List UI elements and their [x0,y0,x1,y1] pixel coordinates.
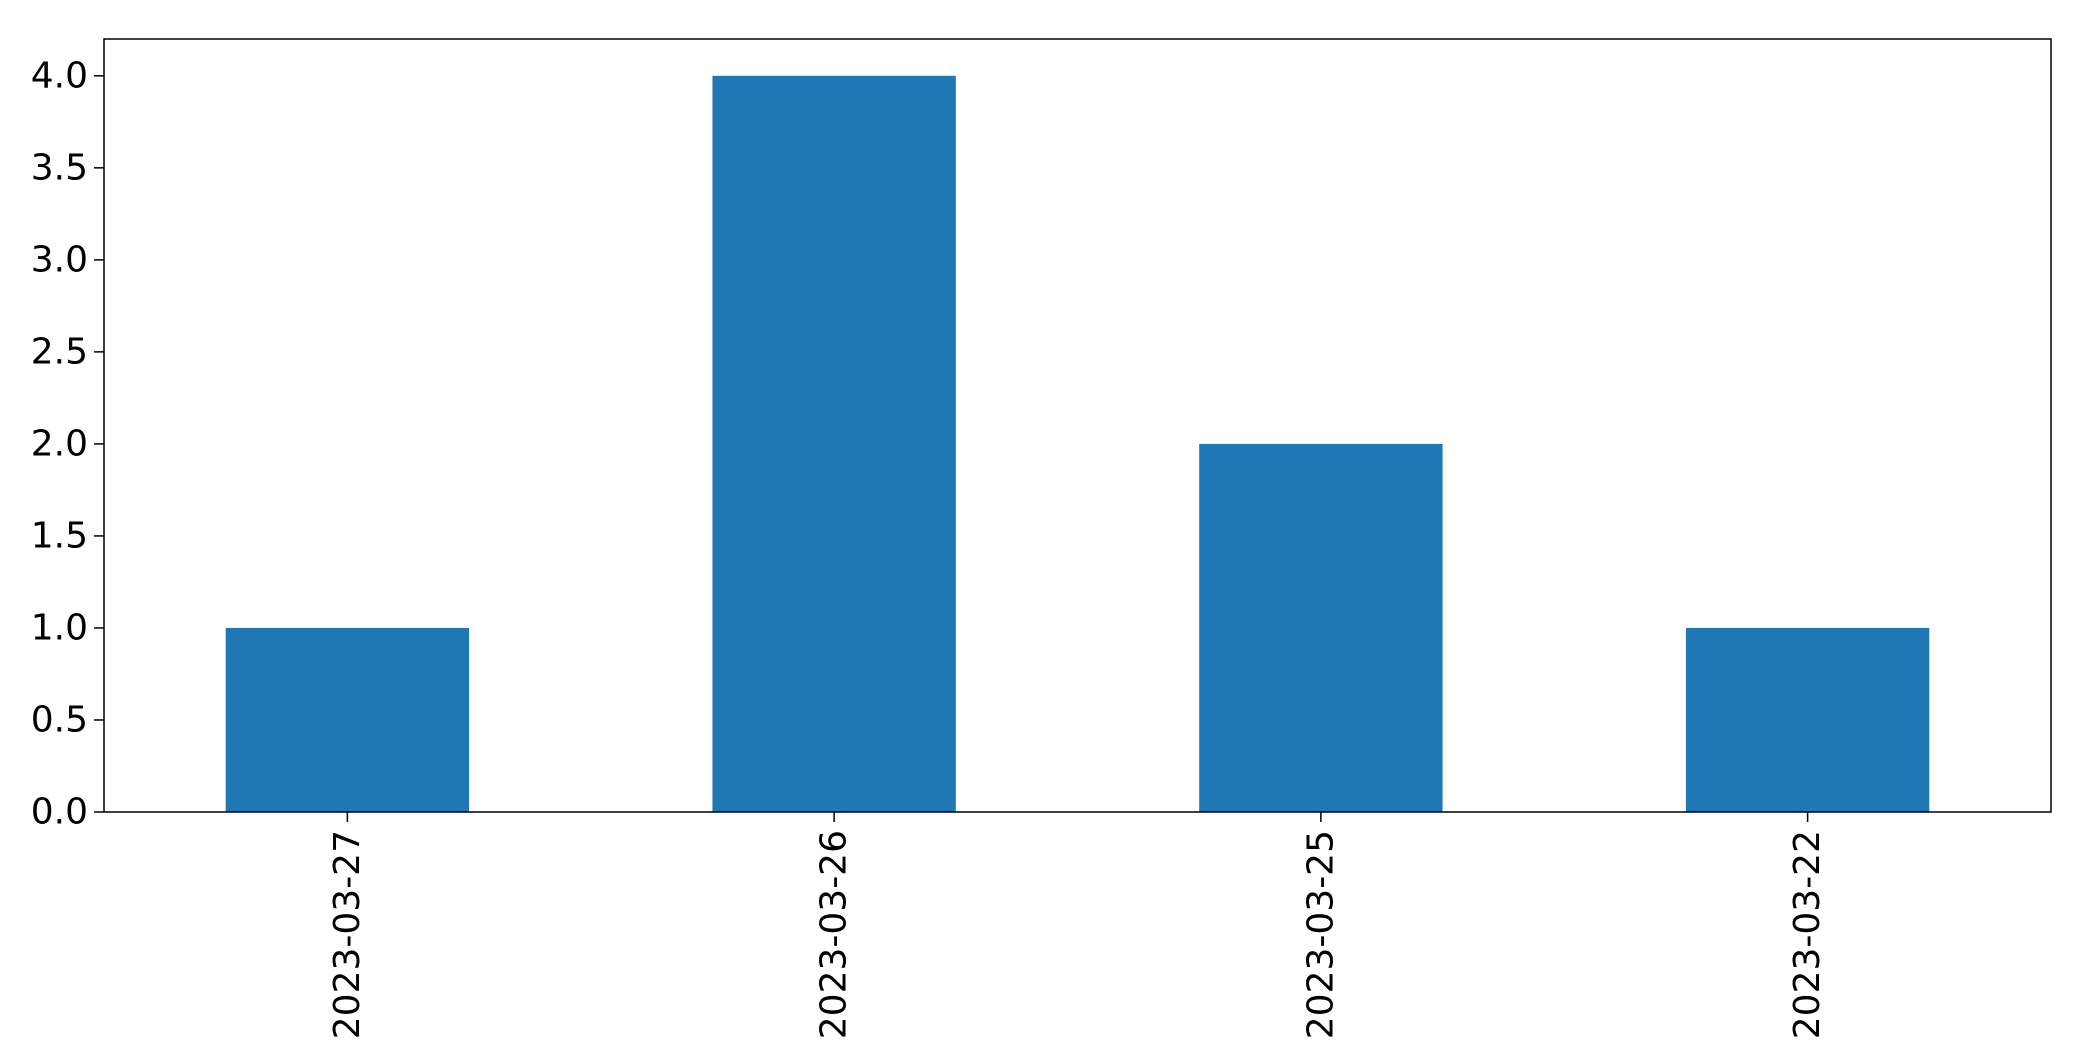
y-axis: 0.0 0.5 1.0 1.5 2.0 2.5 3.0 3.5 4.0 [31,55,104,833]
bar-2023-03-27 [225,627,470,812]
bar-2023-03-26 [712,75,956,813]
bar-2023-03-22 [1685,627,1930,812]
y-tick-label: 2.5 [31,331,88,372]
plot-area-frame [103,38,2052,813]
y-tick-label: 4.0 [31,55,88,96]
y-tick-label: 3.5 [31,147,88,188]
x-tick-label: 2023-03-27 [327,830,368,1039]
x-tick-label: 2023-03-26 [814,830,855,1039]
y-tick-label: 3.0 [31,239,88,280]
y-tick-label: 1.0 [31,607,88,648]
y-tick-label: 0.0 [31,792,88,833]
bar-2023-03-25 [1199,443,1443,812]
x-tick-label: 2023-03-22 [1787,830,1828,1039]
y-tick-label: 0.5 [31,699,88,740]
x-tick-label: 2023-03-25 [1300,830,1341,1039]
x-axis: 2023-03-27 2023-03-26 2023-03-25 2023-03-22 [327,812,1828,1039]
y-tick-label: 1.5 [31,515,88,556]
bars-layer [225,75,1930,813]
y-tick-label: 2.0 [31,423,88,464]
